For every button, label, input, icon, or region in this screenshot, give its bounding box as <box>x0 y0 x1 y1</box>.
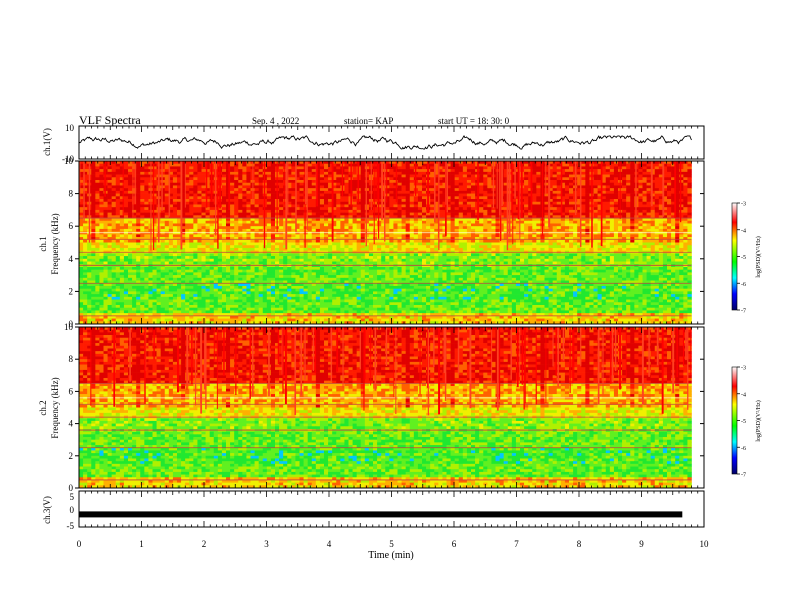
colorbar-tick--5: -5 <box>741 419 746 425</box>
spec-ytick-0: 0 <box>69 483 74 493</box>
colorbar-tick--5: -5 <box>741 255 746 261</box>
x-axis-label: Time (min) <box>368 550 413 561</box>
x-tick-8: 8 <box>577 539 582 549</box>
spec-ytick-0: 0 <box>69 319 74 329</box>
ch3-ytick-mid: 0 <box>70 505 75 515</box>
x-tick-9: 9 <box>639 539 644 549</box>
spec-ytick-6: 6 <box>69 386 74 396</box>
colorbar-tick--6: -6 <box>741 282 746 288</box>
ch3-ylabel: ch.3(V) <box>42 496 52 524</box>
ch1-spec-channel: ch.1 <box>38 236 48 251</box>
ch2-spectrogram <box>79 327 692 489</box>
colorbar-tick--4: -4 <box>741 392 746 398</box>
x-tick-10: 10 <box>700 539 710 549</box>
chart-title: VLF Spectra <box>79 113 141 127</box>
ch1-spec-ylabel: Frequency (kHz) <box>50 213 60 274</box>
colorbar-tick--3: -3 <box>741 366 746 372</box>
colorbar-tick--3: -3 <box>741 202 746 208</box>
station-label: station= KAP <box>344 116 394 126</box>
spec-ytick-2: 2 <box>69 286 74 296</box>
x-axis: 0 1 2 3 4 5 6 7 8 9 10 <box>77 126 709 549</box>
spec-ytick-4: 4 <box>69 419 74 429</box>
spec-ytick-10: 10 <box>64 322 74 332</box>
spec-ytick-10: 10 <box>64 156 74 166</box>
x-tick-6: 6 <box>452 539 457 549</box>
ch1-ytick-top: 10 <box>65 123 75 133</box>
ch1-colorbar-label: log(PSD)(V²/Hz) <box>755 236 762 277</box>
spec-ytick-4: 4 <box>69 254 74 264</box>
x-tick-3: 3 <box>264 539 269 549</box>
x-tick-0: 0 <box>77 539 82 549</box>
colorbar-tick--4: -4 <box>741 228 746 234</box>
date-label: Sep. 4 , 2022 <box>252 116 300 126</box>
x-tick-7: 7 <box>514 539 519 549</box>
ch1-spectrogram <box>78 161 692 325</box>
x-tick-4: 4 <box>327 539 332 549</box>
start-ut-label: start UT = 18: 30: 0 <box>438 116 510 126</box>
ch2-colorbar <box>731 366 738 475</box>
x-tick-5: 5 <box>389 539 394 549</box>
x-tick-1: 1 <box>139 539 144 549</box>
ch3-trace <box>79 511 683 518</box>
ch1-trace <box>78 135 692 150</box>
ch1-ytick-bottom: -10 <box>62 154 74 164</box>
x-tick-2: 2 <box>202 539 207 549</box>
spec-ytick-6: 6 <box>69 221 74 231</box>
colorbar-tick--7: -7 <box>741 309 746 315</box>
ch2-spec-ylabel: Frequency (kHz) <box>50 377 60 438</box>
ch2-colorbar-label: log(PSD)(V²/Hz) <box>755 400 762 441</box>
ch1-ylabel: ch.1(V) <box>42 128 52 156</box>
spec-ytick-8: 8 <box>69 189 74 199</box>
ch3-ytick-bottom: -5 <box>67 521 75 531</box>
colorbar-tick--7: -7 <box>741 473 746 479</box>
colorbar-tick--6: -6 <box>741 446 746 452</box>
ch1-colorbar <box>731 202 738 311</box>
ch3-ytick-top: 5 <box>70 492 75 502</box>
spec-ytick-8: 8 <box>69 354 74 364</box>
ch2-spec-channel: ch.2 <box>38 400 48 415</box>
spec-ytick-2: 2 <box>69 451 74 461</box>
